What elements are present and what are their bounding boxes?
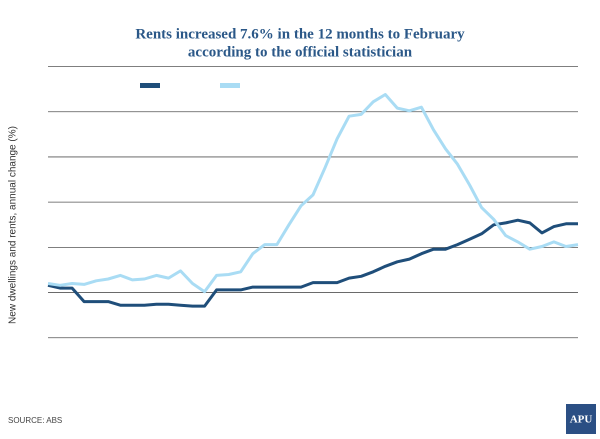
chart-subtitle: according to the official statistician (188, 44, 413, 60)
y-tick-label: 5 (36, 242, 42, 253)
y-axis-label: New dwellings and rents, annual change (… (8, 126, 19, 324)
series-line (47, 218, 578, 308)
source: SOURCE: ABS (8, 416, 62, 425)
y-tick-label: 10 (31, 197, 43, 208)
y-tick-label: -5 (33, 332, 42, 343)
chart-title: Rents increased 7.6% in the 12 months to… (135, 26, 465, 42)
legend-swatch (140, 83, 160, 88)
y-tick-label: 15 (31, 152, 43, 163)
y-tick-label: 0 (36, 287, 42, 298)
y-tick-label: 25 (31, 61, 43, 72)
legend-swatch (220, 83, 240, 88)
series-line (47, 93, 579, 294)
y-tick-label: 20 (31, 106, 43, 117)
legend (140, 83, 240, 88)
logo-box (566, 404, 596, 434)
logo: APU (570, 414, 593, 426)
